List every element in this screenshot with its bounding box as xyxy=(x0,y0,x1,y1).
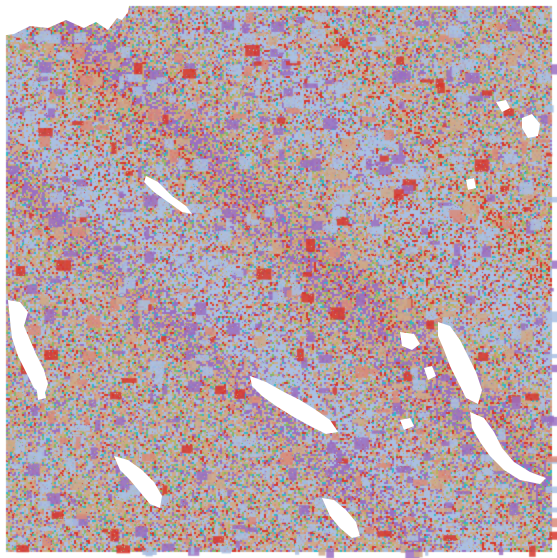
bottom-right-lake xyxy=(470,412,546,484)
right-lake-2 xyxy=(400,332,420,350)
small-pond-3 xyxy=(36,384,46,400)
top-center-water xyxy=(96,0,130,20)
small-pond-2 xyxy=(466,178,476,190)
small-pond-1 xyxy=(496,100,510,112)
small-pond-5 xyxy=(424,366,436,380)
center-left-streak xyxy=(144,176,192,214)
upper-right-pond xyxy=(522,114,540,138)
right-lakes xyxy=(438,322,482,404)
left-lake xyxy=(8,300,48,396)
small-pond-4 xyxy=(400,418,414,430)
bottom-lake-2 xyxy=(322,498,360,538)
top-left-water xyxy=(0,0,120,36)
bottom-center-lake xyxy=(114,456,162,508)
center-lake xyxy=(250,376,338,434)
